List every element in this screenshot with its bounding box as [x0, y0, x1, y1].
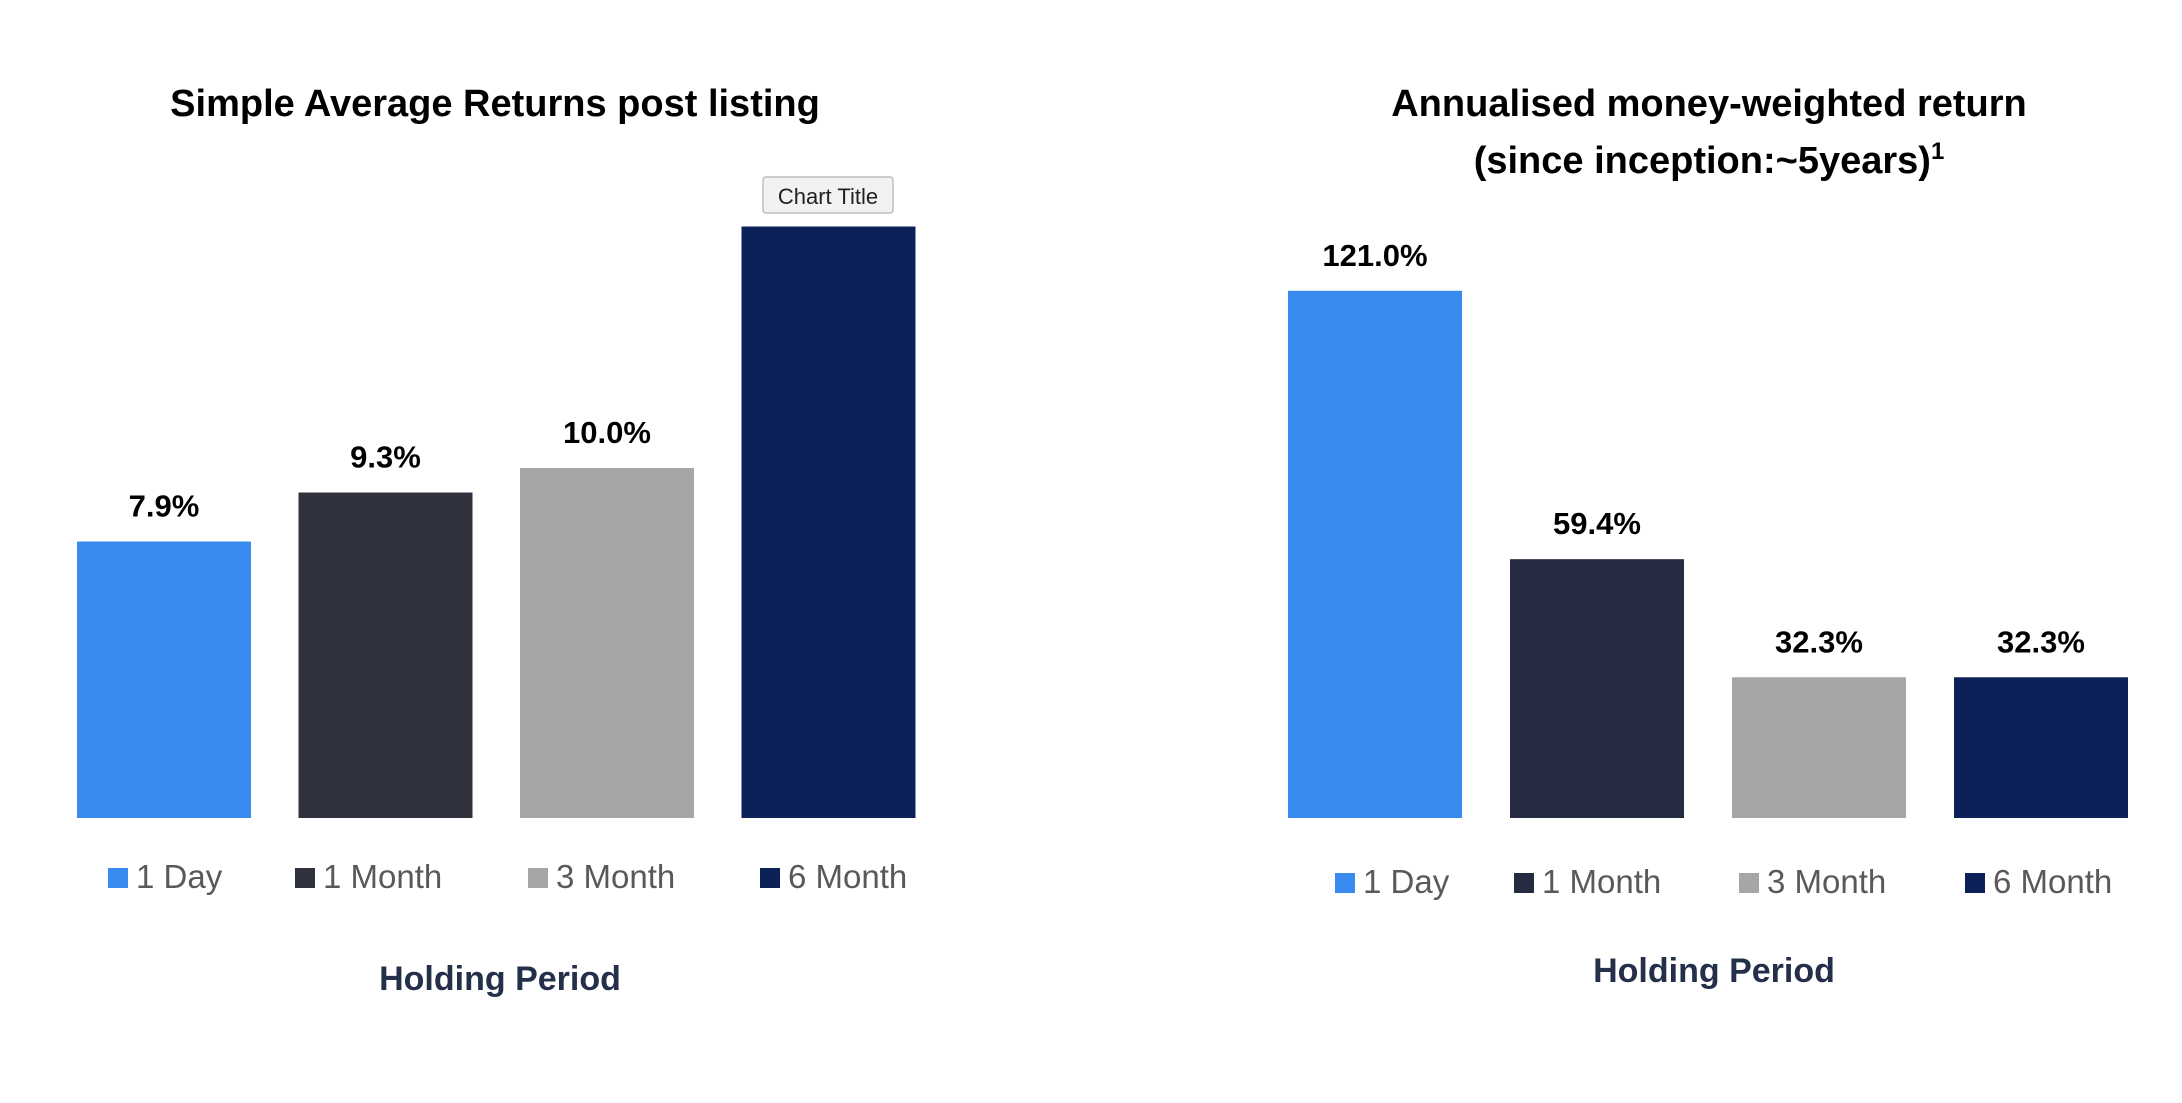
chart-right-axis-title: Holding Period [1593, 952, 1835, 990]
chart-left-legend: 1 Day 1 Month 3 Month 6 Month [108, 858, 907, 895]
bar-6-month [1954, 677, 2128, 818]
tooltip-box [762, 176, 894, 214]
legend-swatch-3-month [1739, 873, 1759, 893]
legend-swatch-1-day [1335, 873, 1355, 893]
legend-swatch-6-month [760, 868, 780, 888]
legend-swatch-3-month [528, 868, 548, 888]
chart-left: Simple Average Returns post listing 7.9%… [77, 83, 916, 998]
legend-swatch-1-month [1514, 873, 1534, 893]
chart-right: Annualised money-weighted return (since … [1288, 83, 2128, 990]
legend-label-6-month: 6 Month [788, 858, 907, 895]
legend-label-1-month: 1 Month [323, 858, 442, 895]
legend-swatch-1-day [108, 868, 128, 888]
data-label-3-month: 32.3% [1775, 624, 1863, 659]
chart-right-bars [1288, 290, 2128, 818]
chart-right-subtitle-superscript: 1 [1931, 138, 1944, 165]
legend-label-3-month: 3 Month [556, 858, 675, 895]
data-label-3-month: 10.0% [563, 415, 651, 450]
chart-right-data-labels: 121.0% 59.4% 32.3% 32.3% [1322, 238, 2085, 659]
chart-right-title: Annualised money-weighted return [1391, 83, 2027, 125]
chart-left-bars [77, 226, 916, 818]
bar-6-month [741, 226, 916, 818]
bar-1-day [1288, 290, 1462, 818]
bar-3-month [520, 468, 694, 818]
bar-1-month [1510, 559, 1684, 818]
tooltip-text: Chart Title [778, 184, 878, 209]
legend-label-3-month: 3 Month [1767, 863, 1886, 900]
legend-swatch-1-month [295, 868, 315, 888]
chart-right-legend: 1 Day 1 Month 3 Month 6 Month [1335, 863, 2112, 900]
data-label-1-day: 121.0% [1322, 238, 1427, 273]
legend-label-6-month: 6 Month [1993, 863, 2112, 900]
chart-right-subtitle-text: (since inception:~5years) [1474, 140, 1931, 182]
bar-1-month [298, 492, 473, 818]
chart-left-title: Simple Average Returns post listing [170, 83, 820, 125]
chart-title-tooltip: Chart Title [762, 176, 894, 214]
chart-left-axis-title: Holding Period [379, 960, 621, 998]
bar-1-day [77, 541, 251, 818]
legend-label-1-day: 1 Day [136, 858, 223, 895]
chart-right-subtitle: (since inception:~5years)1 [1474, 138, 1945, 182]
data-label-1-day: 7.9% [129, 489, 200, 524]
data-label-6-month: 32.3% [1997, 624, 2085, 659]
legend-swatch-6-month [1965, 873, 1985, 893]
legend-label-1-month: 1 Month [1542, 863, 1661, 900]
data-label-1-month: 9.3% [350, 440, 421, 475]
data-label-1-month: 59.4% [1553, 506, 1641, 541]
bar-3-month [1732, 677, 1906, 818]
legend-label-1-day: 1 Day [1363, 863, 1450, 900]
